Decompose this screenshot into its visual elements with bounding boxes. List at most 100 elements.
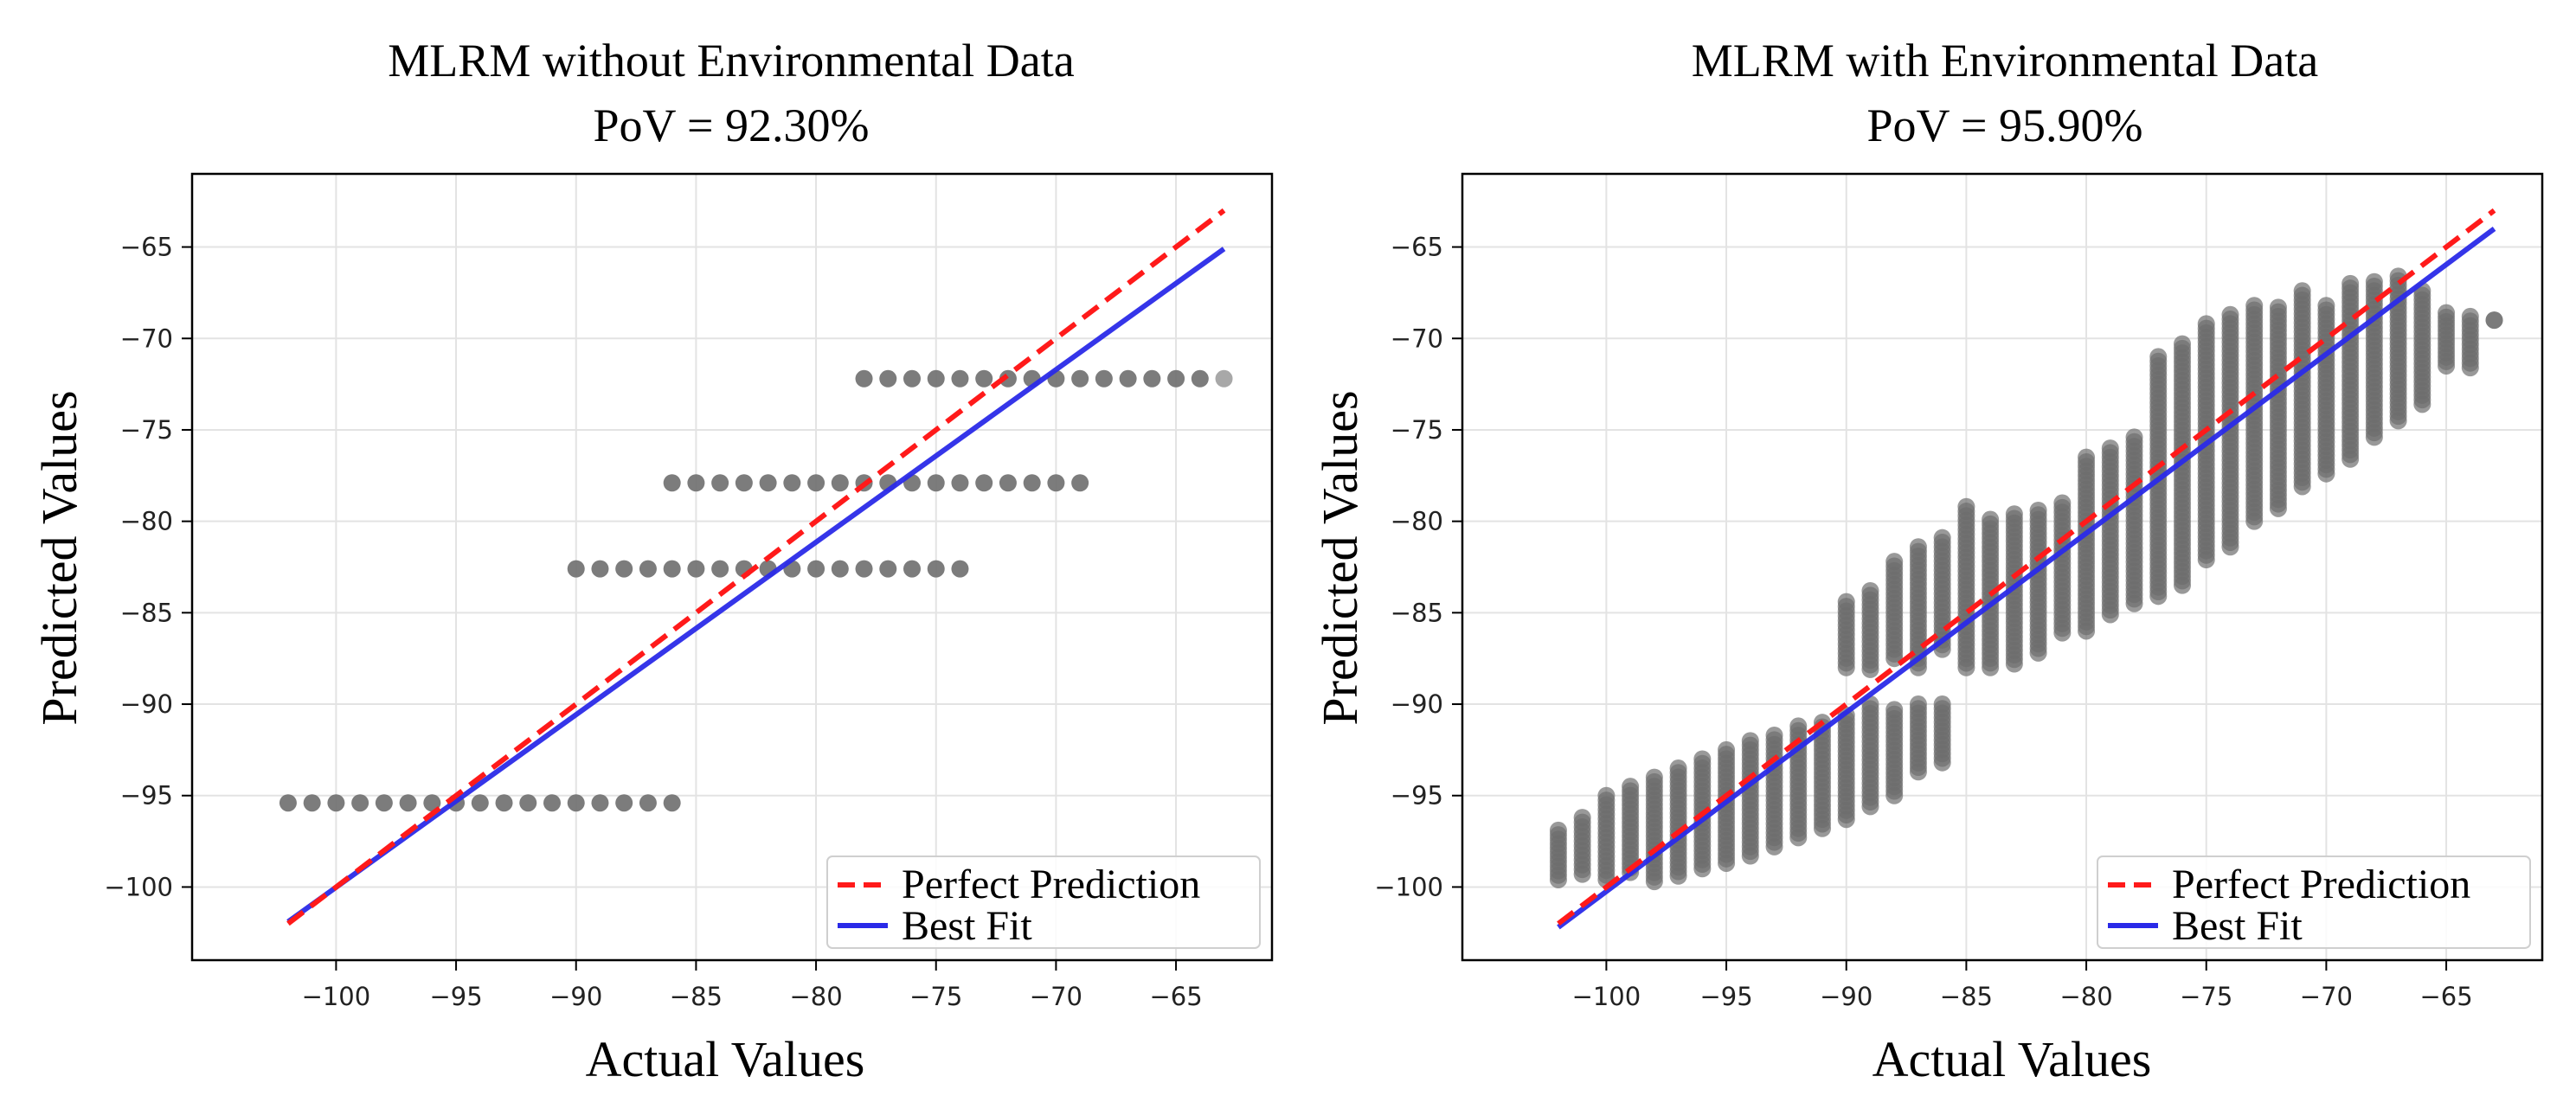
scatter-point bbox=[1645, 768, 1663, 786]
scatter-point bbox=[663, 560, 681, 578]
scatter-point bbox=[2149, 348, 2168, 366]
scatter-point bbox=[1597, 786, 1616, 804]
x-tick-label: −85 bbox=[1940, 982, 1993, 1011]
y-tick-label: −100 bbox=[1374, 872, 1443, 901]
scatter-point bbox=[735, 474, 753, 492]
scatter-point bbox=[639, 560, 657, 578]
scatter-point bbox=[1071, 474, 1089, 492]
scatter-point bbox=[2221, 305, 2239, 324]
x-tick-label: −75 bbox=[2180, 982, 2232, 1011]
x-axis-label: Actual Values bbox=[1873, 1031, 2152, 1087]
scatter-point bbox=[2269, 298, 2287, 317]
scatter-point bbox=[783, 474, 801, 492]
x-axis-label: Actual Values bbox=[586, 1031, 865, 1087]
chart-subtitle: PoV = 95.90% bbox=[1867, 99, 2143, 151]
x-tick-label: −65 bbox=[2419, 982, 2472, 1011]
x-tick-labels: −100 −95 −90 −85 −80 −75 −70 −65 bbox=[302, 982, 1203, 1011]
legend-perfect-label: Perfect Prediction bbox=[902, 862, 1200, 907]
scatter-point bbox=[615, 794, 633, 812]
scatter-point bbox=[831, 474, 849, 492]
legend-best-label: Best Fit bbox=[2172, 903, 2303, 949]
y-tick-labels: −65 −70 −75 −80 −85 −90 −95 −100 bbox=[104, 233, 173, 902]
y-tick-label: −85 bbox=[120, 598, 173, 627]
chart-panel-without-env: MLRM without Environmental Data PoV = 92… bbox=[31, 35, 1274, 1087]
scatter-point bbox=[303, 794, 321, 812]
scatter-point bbox=[2342, 274, 2360, 292]
scatter-point bbox=[1718, 740, 1736, 759]
scatter-point bbox=[375, 794, 393, 812]
scatter-point bbox=[927, 369, 945, 388]
scatter-point bbox=[759, 474, 777, 492]
scatter-point bbox=[807, 560, 825, 578]
scatter-point bbox=[1765, 726, 1783, 744]
scatter-point bbox=[879, 560, 897, 578]
scatter-point bbox=[1861, 581, 1879, 599]
scatter-point bbox=[999, 369, 1017, 388]
scatter-point bbox=[279, 794, 297, 812]
y-tick-label: −80 bbox=[120, 507, 173, 536]
legend-box bbox=[826, 855, 1261, 949]
scatter-point bbox=[615, 560, 633, 578]
best-fit-line bbox=[1557, 227, 2496, 930]
x-tick-label: −80 bbox=[2059, 982, 2112, 1011]
scatter-point bbox=[687, 474, 705, 492]
scatter-point bbox=[951, 474, 969, 492]
scatter-point bbox=[2005, 505, 2023, 523]
scatter-point bbox=[591, 794, 609, 812]
legend-perfect-label: Perfect Prediction bbox=[2172, 862, 2470, 907]
y-tick-label: −95 bbox=[1391, 781, 1443, 811]
scatter-point bbox=[1909, 695, 1927, 714]
scatter-point bbox=[423, 794, 441, 812]
scatter-point bbox=[567, 794, 585, 812]
scatter-point bbox=[1549, 821, 1567, 839]
scatter-point bbox=[975, 369, 993, 388]
scatter-point bbox=[1933, 529, 1951, 547]
scatter-point bbox=[1119, 369, 1137, 388]
y-tick-label: −75 bbox=[1391, 415, 1443, 445]
plot-area bbox=[182, 172, 1274, 971]
scatter-point bbox=[1167, 369, 1185, 388]
scatter-point bbox=[711, 560, 729, 578]
scatter-point bbox=[831, 560, 849, 578]
scatter-point bbox=[1573, 809, 1591, 827]
scatter-point bbox=[2078, 448, 2096, 466]
y-tick-label: −65 bbox=[1391, 233, 1443, 262]
axes-frame bbox=[190, 172, 1274, 962]
scatter-point bbox=[903, 369, 921, 388]
y-tick-label: −70 bbox=[120, 324, 173, 353]
scatter-point bbox=[2197, 315, 2215, 333]
x-tick-label: −70 bbox=[2300, 982, 2353, 1011]
scatter-point bbox=[1143, 369, 1161, 388]
y-tick-label: −90 bbox=[1391, 689, 1443, 719]
scatter-point bbox=[1741, 732, 1759, 750]
scatter-point bbox=[951, 369, 969, 388]
scatter-point bbox=[807, 474, 825, 492]
y-axis-label: Predicted Values bbox=[1312, 390, 1368, 725]
scatter-point bbox=[663, 474, 681, 492]
axes-frame bbox=[1461, 172, 2544, 962]
scatter-point bbox=[879, 369, 897, 388]
scatter-point bbox=[495, 794, 513, 812]
scatter-point bbox=[927, 474, 945, 492]
legend-box bbox=[2097, 855, 2531, 949]
scatter-point bbox=[1191, 369, 1209, 388]
scatter-point bbox=[1789, 717, 1808, 735]
scatter-point bbox=[399, 794, 417, 812]
scatter-point bbox=[2461, 307, 2479, 325]
x-tick-label: −95 bbox=[429, 982, 482, 1011]
perfect-prediction-line bbox=[1557, 208, 2496, 926]
scatter-point bbox=[1933, 695, 1951, 714]
y-tick-label: −95 bbox=[120, 781, 173, 811]
x-tick-label: −70 bbox=[1030, 982, 1082, 1011]
scatter-point bbox=[1047, 474, 1065, 492]
scatter-point bbox=[1837, 593, 1855, 611]
chart-panel-with-env: MLRM with Environmental Data PoV = 95.90… bbox=[1312, 35, 2544, 1087]
scatter-point bbox=[567, 560, 585, 578]
scatter-point bbox=[1669, 759, 1687, 778]
chart-title: MLRM with Environmental Data bbox=[1692, 35, 2318, 87]
scatter-point bbox=[519, 794, 537, 812]
scatter-point bbox=[1215, 369, 1233, 388]
best-fit-line bbox=[286, 247, 1226, 925]
x-tick-label: −100 bbox=[302, 982, 371, 1011]
scatter-point bbox=[855, 560, 873, 578]
